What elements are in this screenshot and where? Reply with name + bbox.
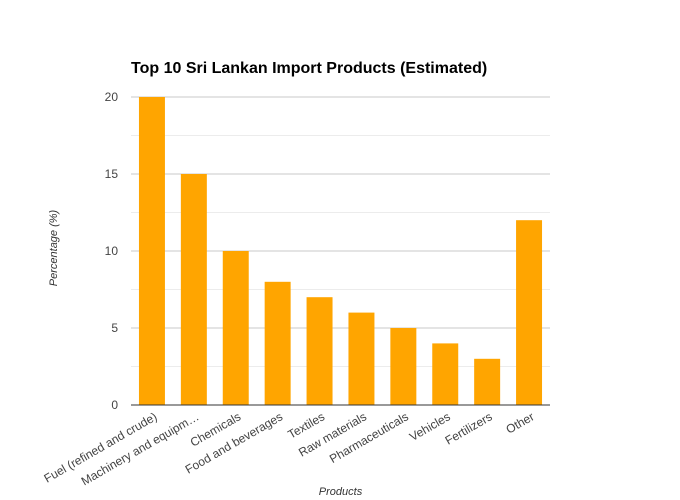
bar (432, 343, 459, 405)
y-tick-label: 15 (105, 167, 119, 181)
x-axis-label: Products (319, 486, 363, 498)
bar (138, 97, 165, 405)
y-axis-label: Percentage (%) (48, 209, 60, 286)
y-tick-label: 0 (111, 398, 118, 412)
y-axis-ticks: 0 5 10 15 20 (105, 90, 119, 412)
chart-title: Top 10 Sri Lankan Import Products (Estim… (131, 60, 487, 77)
bar (516, 220, 543, 405)
bar (474, 358, 501, 405)
bars (138, 97, 543, 405)
x-axis-ticks: Fuel (refined and crude)Machinery and eq… (42, 409, 537, 488)
y-tick-label: 20 (105, 90, 119, 104)
bar (348, 312, 375, 405)
y-tick-label: 10 (105, 244, 119, 258)
bar (180, 174, 207, 405)
bar (390, 328, 417, 405)
bar (222, 251, 249, 405)
x-tick-label: Other (504, 409, 537, 436)
bar (264, 281, 291, 405)
x-tick-label: Fertilizers (443, 409, 495, 447)
y-tick-label: 5 (111, 321, 118, 335)
bar (306, 297, 333, 405)
